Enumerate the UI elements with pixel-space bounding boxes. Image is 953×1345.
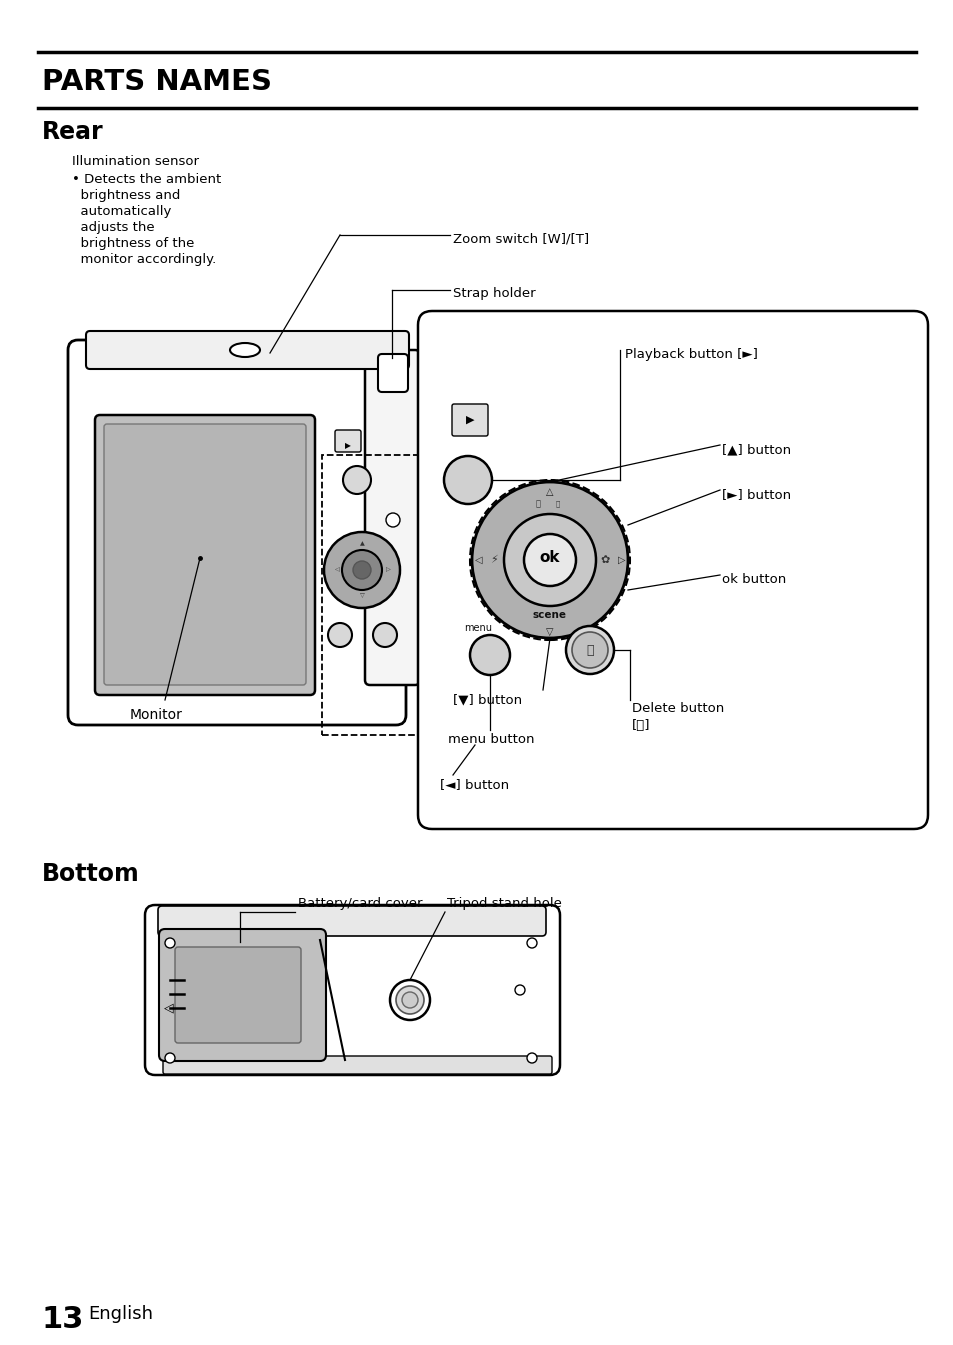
Text: ▲: ▲ [359,542,364,546]
Text: ◁: ◁ [334,568,338,573]
FancyBboxPatch shape [417,311,927,829]
Circle shape [401,993,417,1007]
Circle shape [572,632,607,668]
Text: PARTS NAMES: PARTS NAMES [42,69,272,95]
Text: Zoom switch [W]/[T]: Zoom switch [W]/[T] [453,231,589,245]
FancyBboxPatch shape [452,404,488,436]
Text: ok: ok [539,550,559,565]
Text: monitor accordingly.: monitor accordingly. [71,253,216,266]
Circle shape [353,561,371,578]
Text: adjusts the: adjusts the [71,221,154,234]
FancyBboxPatch shape [365,350,419,685]
Circle shape [386,512,399,527]
Circle shape [470,635,510,675]
Text: [►] button: [►] button [721,488,790,500]
Text: English: English [88,1305,152,1323]
Circle shape [165,937,174,948]
Text: ▽: ▽ [546,627,553,638]
Text: menu button: menu button [448,733,534,746]
Text: ⚡: ⚡ [490,555,497,565]
Circle shape [395,986,423,1014]
FancyBboxPatch shape [145,905,559,1075]
Circle shape [328,623,352,647]
FancyBboxPatch shape [68,340,406,725]
Circle shape [565,625,614,674]
Text: ▶: ▶ [345,441,351,451]
Text: ◁: ◁ [474,555,481,565]
Circle shape [515,985,524,995]
Circle shape [443,456,492,504]
Text: [◄] button: [◄] button [439,777,509,791]
Circle shape [341,550,381,590]
Text: △: △ [546,487,553,498]
Text: automatically: automatically [71,204,172,218]
Text: Battery/card cover: Battery/card cover [297,897,422,911]
Text: menu: menu [463,623,492,633]
Text: 🗑: 🗑 [586,643,593,656]
Text: ▷: ▷ [385,568,390,573]
Text: Playback button [►]: Playback button [►] [624,348,757,360]
Text: Bottom: Bottom [42,862,139,886]
Text: brightness and: brightness and [71,190,180,202]
FancyBboxPatch shape [159,929,326,1061]
Text: Tripod stand hole: Tripod stand hole [447,897,561,911]
Circle shape [526,937,537,948]
Circle shape [165,1053,174,1063]
Circle shape [526,1053,537,1063]
FancyBboxPatch shape [86,331,409,369]
Circle shape [324,533,399,608]
Text: ▶: ▶ [465,416,474,425]
Circle shape [472,482,627,638]
Circle shape [343,465,371,494]
Text: Rear: Rear [42,120,104,144]
Text: 13: 13 [42,1305,84,1334]
Text: ok button: ok button [721,573,785,586]
Text: [▼] button: [▼] button [453,693,521,706]
Text: scene: scene [533,611,566,620]
Text: Illumination sensor: Illumination sensor [71,155,199,168]
Text: ⏻: ⏻ [535,499,540,508]
FancyBboxPatch shape [377,354,408,391]
Text: Monitor: Monitor [130,707,183,722]
FancyBboxPatch shape [95,416,314,695]
Text: ▽: ▽ [359,593,364,599]
Text: Delete button: Delete button [631,702,723,716]
Text: [ⓠ]: [ⓠ] [631,720,650,732]
Text: ◁: ◁ [164,1002,173,1014]
Text: ▷: ▷ [618,555,625,565]
Text: 📷: 📷 [556,500,559,507]
Text: • Detects the ambient: • Detects the ambient [71,174,221,186]
Text: brightness of the: brightness of the [71,237,194,250]
FancyBboxPatch shape [174,947,301,1042]
FancyBboxPatch shape [335,430,360,452]
Ellipse shape [230,343,260,356]
Text: [▲] button: [▲] button [721,443,790,456]
Circle shape [503,514,596,607]
Text: Strap holder: Strap holder [453,286,535,300]
Text: ✿: ✿ [599,555,609,565]
Circle shape [523,534,576,586]
FancyBboxPatch shape [158,907,545,936]
FancyBboxPatch shape [163,1056,552,1075]
Circle shape [373,623,396,647]
Bar [322,455,427,734]
Circle shape [390,981,430,1020]
FancyBboxPatch shape [104,424,306,685]
